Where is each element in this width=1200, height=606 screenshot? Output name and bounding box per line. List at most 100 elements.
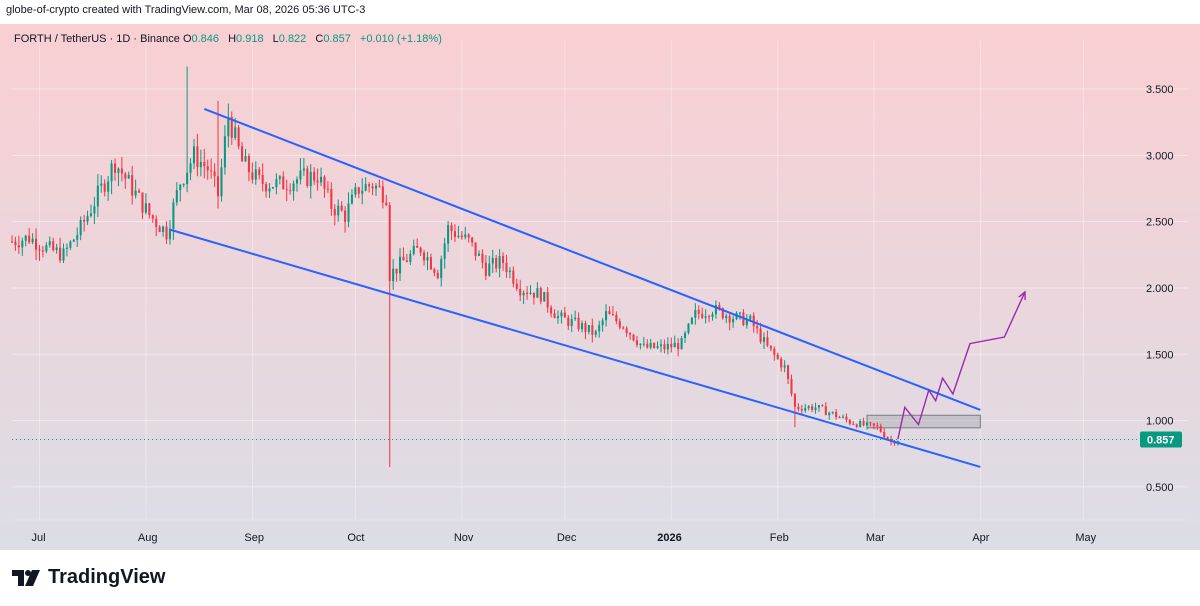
candle-body [745,319,748,326]
candle-body [165,226,168,240]
candle-body [271,187,275,189]
candle-body [598,325,601,332]
candle-body [831,411,834,413]
candle-body [107,181,110,192]
candle-body [721,308,724,319]
candle-body [653,342,656,348]
candle-body [563,312,566,318]
last-price-tag [1140,431,1182,448]
candle-body [436,272,439,279]
candle-body [625,328,628,334]
tradingview-logo[interactable]: TradingView [12,566,165,589]
candle-body [762,337,766,342]
candle-body [883,431,886,438]
trendline-lower [169,228,981,468]
candle-body [306,168,309,186]
tradingview-logo-icon [12,569,40,586]
projection-arrowhead [1018,290,1026,300]
candle-body [532,292,535,298]
candle-body [673,342,676,348]
candle-body [460,235,463,238]
tradingview-brand: TradingView [48,566,166,588]
candle-body [738,312,742,314]
candle-body [72,239,75,242]
candle-body [323,176,326,189]
candle-body [141,192,144,213]
price-tick-label: 1.000 [1146,416,1174,428]
candle-body [28,235,31,243]
projection-path [897,291,1026,440]
candle-body [405,260,408,262]
candle-body [824,406,827,416]
open-label: O [182,33,192,45]
candle-body [453,231,456,238]
candle-body [615,314,618,322]
price-tick-label: 3.000 [1146,150,1174,162]
candle-body [687,323,690,333]
candle-body [773,348,776,355]
time-tick-label: Dec [557,532,577,544]
candle-body [783,365,786,368]
candle-body [759,328,762,342]
candle-body [24,235,27,241]
candle-body [59,247,62,261]
candle-body [780,358,783,368]
candle-body [299,170,302,180]
candle-body [103,183,106,192]
candle-body [361,190,364,194]
candle-body [134,190,137,196]
candle-body [447,225,450,244]
candle-body [807,406,810,409]
candle-body [440,258,443,279]
candle-body [326,188,329,190]
change-value: +0.010 (+1.18%) [359,33,442,45]
candle-body [220,167,223,197]
close-label: C [315,33,324,45]
candle-body [35,238,38,250]
candle-body [646,343,649,348]
candle-body [608,311,611,315]
candle-body [117,168,120,173]
candle-body [817,405,820,408]
candle-body [477,253,481,256]
candle-body [505,262,508,273]
candle-body [148,203,151,216]
candle-body [776,354,779,359]
candle-body [230,116,233,138]
candle-body [179,184,182,191]
candle-body [31,238,34,243]
candle-body [302,168,305,171]
candle-body [426,257,429,261]
candle-body [83,220,86,222]
time-tick-label: 2026 [657,532,681,544]
candle-body [309,171,312,186]
candle-body [368,184,371,187]
candle-body [515,283,518,289]
candle-body [79,220,82,236]
candle-body [292,183,295,192]
candle-body [467,234,470,238]
candle-body [522,292,525,296]
grid-lines [12,40,1188,520]
candle-body [649,342,652,348]
price-tick-label: 2.000 [1146,283,1174,295]
trendline-upper [203,108,981,411]
candle-body [766,337,769,346]
candle-body [182,184,185,186]
candle-body [690,317,693,324]
candle-body [725,315,728,319]
candle-body [848,419,851,424]
candle-body [364,184,367,191]
candle-body [591,325,594,335]
candle-body [337,205,340,216]
candle-body [622,327,625,329]
symbol-name: FORTH / TetherUS · 1D · Binance [14,33,180,45]
candle-body [14,241,17,246]
candle-body [412,245,415,254]
candle-body [869,422,872,424]
candle-body [639,343,642,345]
candle-body [512,270,515,284]
close-value: 0.857 [323,33,351,45]
candle-body [247,156,250,173]
